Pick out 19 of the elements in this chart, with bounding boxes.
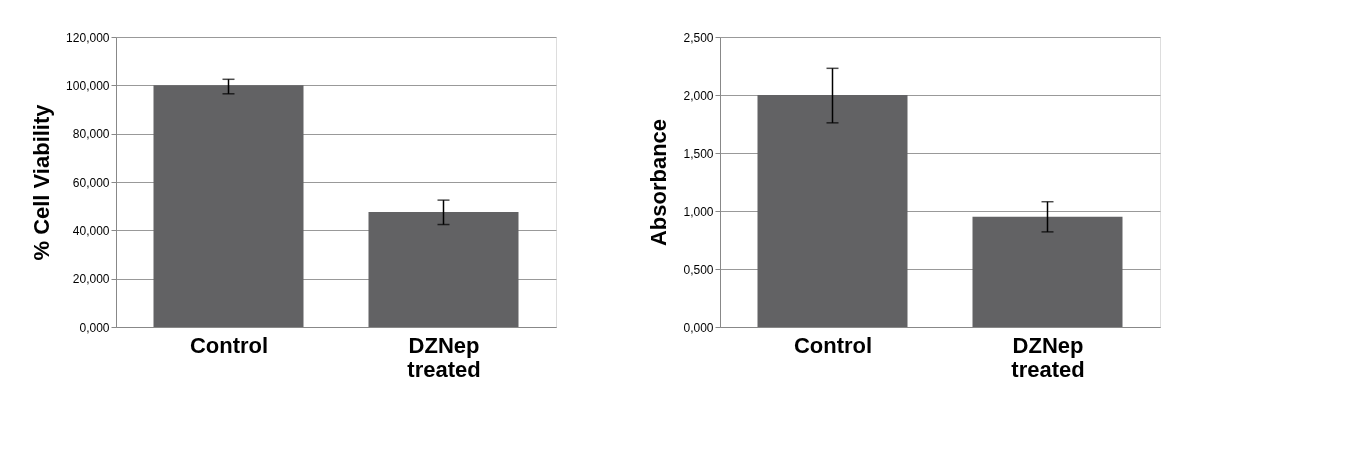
- y-tick-label: 2,500: [683, 30, 714, 45]
- x-tick-label: DZNep treated: [407, 332, 481, 382]
- y-tick-label: 0,500: [683, 262, 714, 277]
- y-tick-label: 60,000: [72, 175, 110, 190]
- y-tick-label: 100,000: [66, 78, 110, 93]
- y-axis-title: Absorbance: [646, 118, 672, 247]
- y-axis-title: % Cell Viability: [29, 103, 55, 261]
- x-tick-label: Control: [189, 332, 269, 358]
- y-tick-label: 20,000: [72, 272, 110, 287]
- y-tick-label: 80,000: [72, 127, 110, 142]
- y-tick-label: 40,000: [72, 223, 110, 238]
- x-tick-label: DZNep treated: [1011, 332, 1085, 382]
- y-tick-label: 1,000: [683, 204, 714, 219]
- y-tick-label: 2,000: [683, 88, 714, 103]
- y-tick-label: 0,000: [683, 320, 714, 335]
- x-tick-label: Control: [793, 332, 873, 358]
- y-tick-label: 0,000: [79, 320, 110, 335]
- y-tick-label: 120,000: [66, 30, 110, 45]
- y-tick-label: 1,500: [683, 146, 714, 161]
